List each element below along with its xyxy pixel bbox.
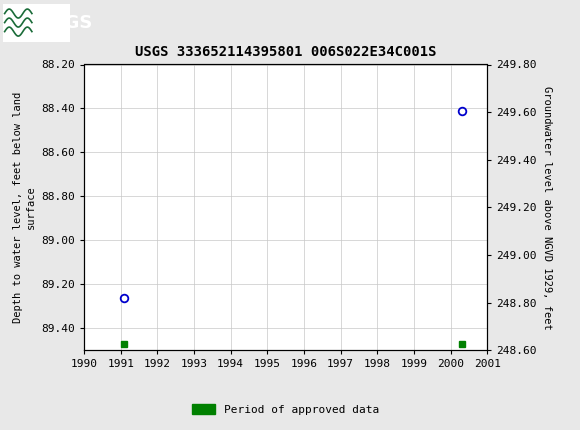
Text: USGS: USGS [38, 14, 93, 31]
Y-axis label: Depth to water level, feet below land
surface: Depth to water level, feet below land su… [13, 92, 36, 323]
Legend: Period of approved data: Period of approved data [188, 400, 383, 419]
Bar [3, 3, 70, 42]
Title: USGS 333652114395801 006S022E34C001S: USGS 333652114395801 006S022E34C001S [135, 45, 436, 59]
Y-axis label: Groundwater level above NGVD 1929, feet: Groundwater level above NGVD 1929, feet [542, 86, 552, 329]
